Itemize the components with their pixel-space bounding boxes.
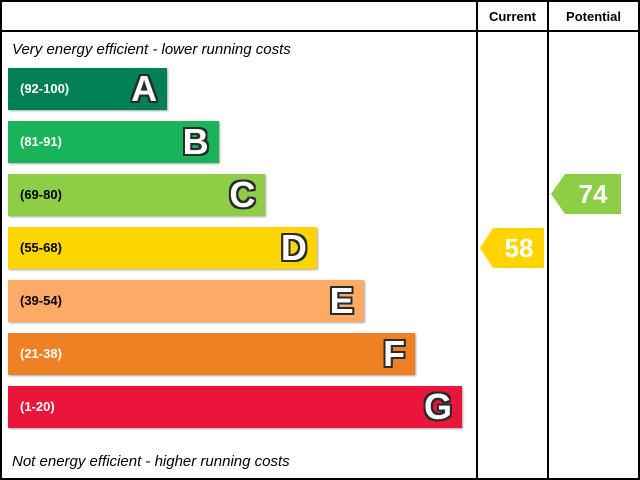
band-range-label: (81-91): [20, 134, 62, 149]
band-letter: G: [423, 385, 452, 427]
potential-header: Potential: [549, 2, 638, 32]
band-row-c: (69-80) C: [2, 168, 476, 221]
current-rating-value: 58: [504, 233, 534, 263]
band-bar-b: (81-91) B: [8, 120, 219, 163]
current-rating-arrow: 58: [480, 228, 544, 268]
band-row-e: (39-54) E: [2, 274, 476, 327]
header-spacer: [2, 2, 476, 32]
band-row-f: (21-38) F: [2, 327, 476, 380]
potential-rating-arrow: 74: [551, 174, 621, 214]
band-range-label: (1-20): [20, 399, 55, 414]
band-bar-f: (21-38) F: [8, 332, 416, 375]
band-bar-a: (92-100) A: [8, 67, 168, 110]
band-bar-e: (39-54) E: [8, 279, 364, 322]
band-range-label: (92-100): [20, 81, 70, 96]
band-letter: F: [383, 332, 406, 374]
band-letter: C: [229, 173, 256, 215]
band-range-label: (39-54): [20, 293, 62, 308]
band-row-g: (1-20) G: [2, 380, 476, 433]
potential-column-body: 74: [549, 32, 638, 478]
band-letter: A: [131, 67, 158, 109]
band-row-d: (55-68) D: [2, 221, 476, 274]
rating-scale-body: Very energy efficient - lower running co…: [2, 32, 476, 478]
band-letter: D: [280, 226, 307, 268]
band-row-b: (81-91) B: [2, 115, 476, 168]
current-column-body: 58: [478, 32, 547, 478]
current-header: Current: [478, 2, 547, 32]
band-bar-d: (55-68) D: [8, 226, 317, 269]
band-bar-c: (69-80) C: [8, 173, 266, 216]
band-range-label: (69-80): [20, 187, 62, 202]
bottom-caption: Not energy efficient - higher running co…: [12, 452, 290, 470]
potential-rating-value: 74: [578, 179, 608, 209]
band-range-label: (21-38): [20, 346, 62, 361]
current-column: Current 58: [478, 2, 549, 478]
potential-column: Potential 74: [549, 2, 638, 478]
band-bar-g: (1-20) G: [8, 385, 462, 428]
band-range-label: (55-68): [20, 240, 62, 255]
band-letter: E: [329, 279, 354, 321]
band-letter: B: [182, 120, 209, 162]
top-caption: Very energy efficient - lower running co…: [12, 40, 291, 58]
rating-scale-column: Very energy efficient - lower running co…: [2, 2, 478, 478]
band-row-a: (92-100) A: [2, 62, 476, 115]
